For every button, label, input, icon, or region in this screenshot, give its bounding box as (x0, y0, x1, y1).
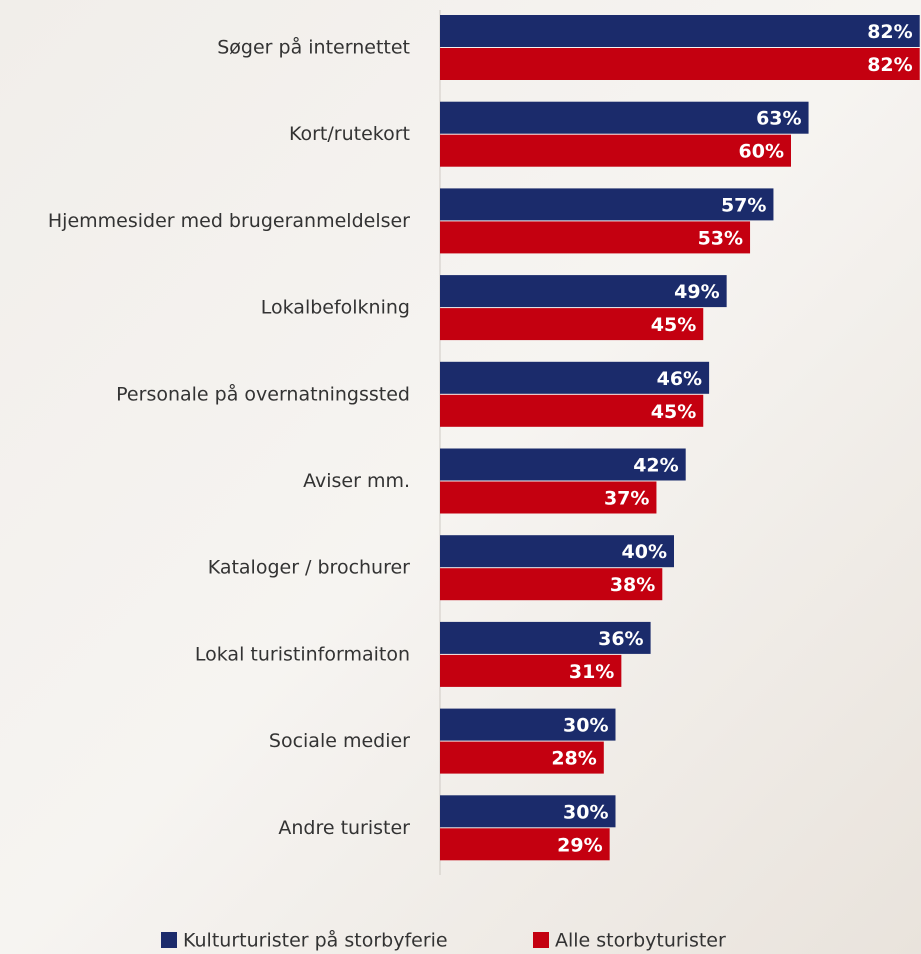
value-label: 42% (633, 455, 678, 477)
value-label: 60% (739, 141, 784, 163)
value-label: 46% (657, 368, 702, 390)
bar (440, 621, 651, 654)
legend-label: Alle storbyturister (555, 930, 726, 952)
value-label: 57% (721, 194, 766, 216)
legend-swatch (161, 932, 177, 948)
bar (440, 448, 686, 481)
value-label: 49% (674, 281, 719, 303)
bar (440, 708, 616, 741)
category-label: Kataloger / brochurer (208, 557, 410, 579)
value-label: 82% (867, 54, 912, 76)
bar (440, 535, 674, 568)
category-label: Søger på internettet (217, 36, 410, 59)
bar (440, 275, 727, 308)
bar (440, 361, 710, 394)
value-label: 31% (569, 661, 614, 683)
value-label: 82% (867, 21, 912, 43)
value-label: 40% (622, 541, 667, 563)
category-label: Hjemmesider med brugeranmeldelser (48, 210, 410, 232)
category-label: Aviser mm. (303, 470, 410, 492)
bar (440, 308, 704, 341)
value-label: 30% (563, 715, 608, 737)
category-label: Kort/rutekort (289, 123, 410, 145)
bar (440, 101, 809, 134)
value-label: 28% (551, 748, 596, 770)
category-label: Lokal turistinformaiton (195, 643, 410, 665)
bar (440, 48, 920, 80)
bar (440, 481, 657, 514)
bar (440, 394, 704, 427)
bar (440, 795, 616, 828)
legend-swatch (533, 932, 549, 948)
value-label: 53% (698, 227, 743, 249)
value-label: 38% (610, 574, 655, 596)
bar (440, 568, 663, 601)
bar (440, 188, 774, 221)
bar (440, 134, 791, 167)
category-label: Sociale medier (269, 730, 410, 752)
bar (440, 221, 751, 254)
value-label: 30% (563, 801, 608, 823)
category-label: Andre turister (278, 817, 410, 839)
bar (440, 828, 610, 861)
bar (440, 15, 920, 47)
value-label: 63% (756, 108, 801, 130)
bar (440, 654, 622, 687)
value-label: 45% (651, 401, 696, 423)
category-label: Lokalbefolkning (261, 297, 410, 319)
legend-label: Kulturturister på storbyferie (183, 929, 448, 952)
value-label: 36% (598, 628, 643, 650)
bar (440, 741, 604, 774)
category-label: Personale på overnatningssted (116, 382, 410, 405)
value-label: 29% (557, 834, 602, 856)
value-label: 37% (604, 488, 649, 510)
value-label: 45% (651, 314, 696, 336)
